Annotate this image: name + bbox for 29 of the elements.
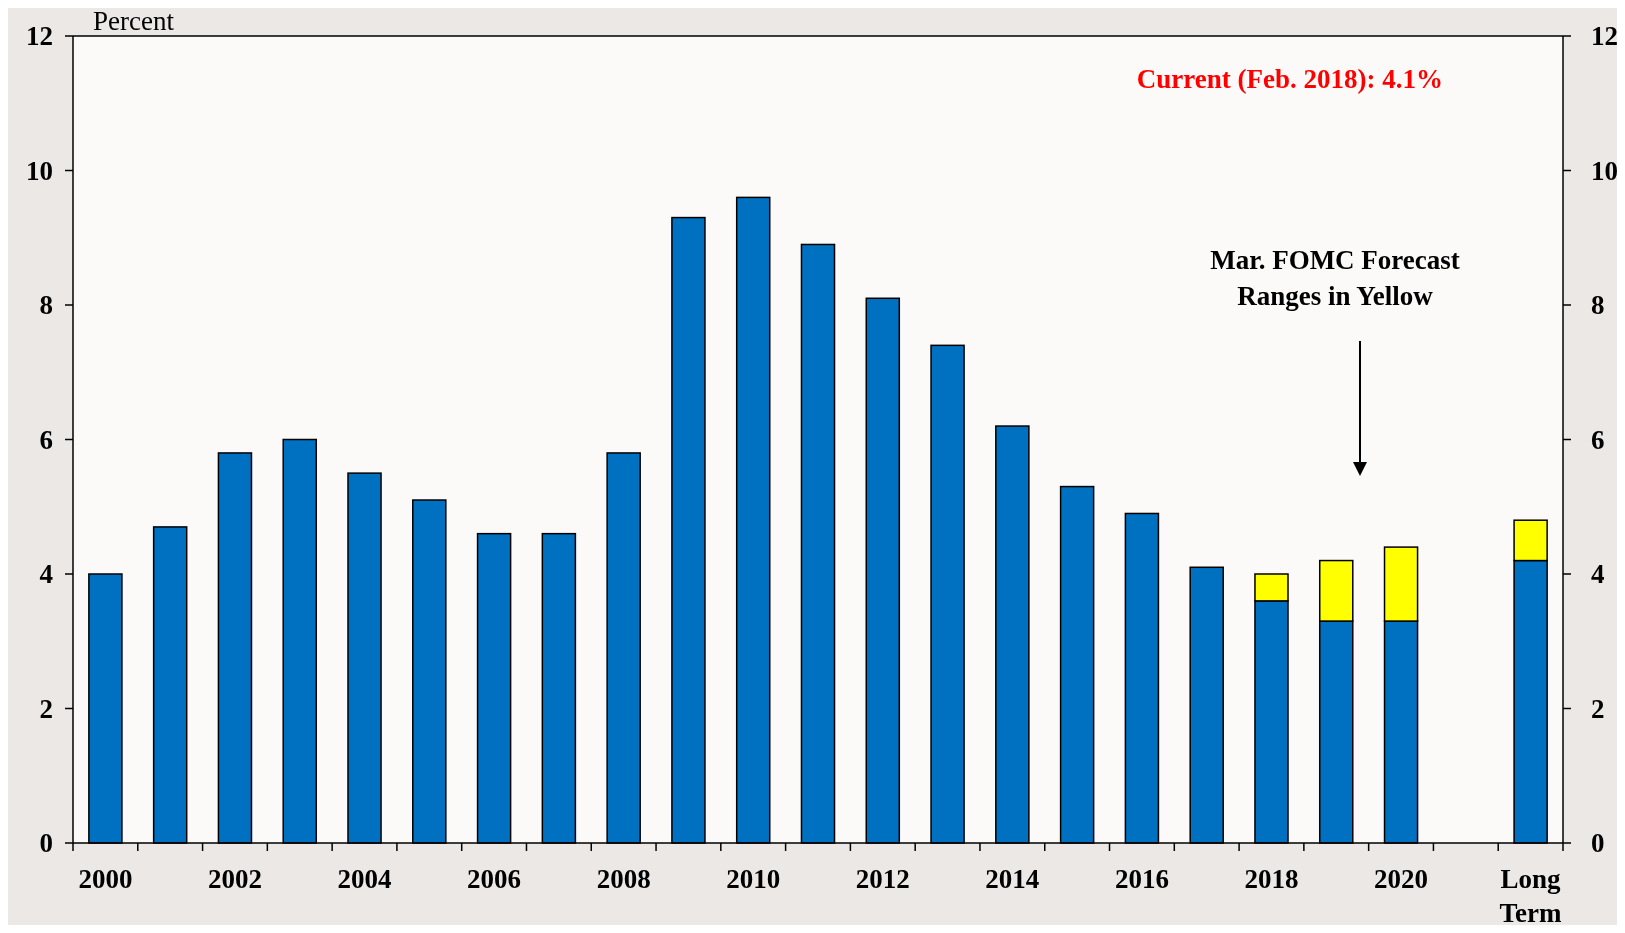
y-axis-title: Percent <box>93 6 175 36</box>
y2-tick-label: 4 <box>1591 559 1605 590</box>
y-tick-label: 4 <box>39 559 53 590</box>
x-tick-label: Long Term <box>1499 864 1563 928</box>
x-tick-label: 2000 <box>78 864 133 894</box>
x-tick-label: 2016 <box>1114 864 1169 894</box>
x-tick-label: 2002 <box>207 864 262 894</box>
y-tick-label: 6 <box>39 424 53 455</box>
y2-tick-label: 0 <box>1591 828 1605 859</box>
y2-tick-label: 12 <box>1591 21 1618 52</box>
y-tick-label: 2 <box>39 693 53 724</box>
y2-tick-label: 10 <box>1591 155 1618 186</box>
x-tick-label: 2014 <box>985 864 1040 894</box>
y-tick-label: 0 <box>39 828 53 859</box>
y2-tick-label: 6 <box>1591 424 1605 455</box>
x-tick-label: 2006 <box>467 864 522 894</box>
annotation: Mar. FOMC Forecast Ranges in Yellow <box>1210 245 1460 311</box>
y-tick-label: 12 <box>26 21 53 52</box>
y2-tick-label: 8 <box>1591 290 1605 321</box>
x-tick-label: 2004 <box>337 864 392 894</box>
y-tick-label: 10 <box>26 155 53 186</box>
x-tick-label: 2018 <box>1244 864 1299 894</box>
x-tick-label: 2020 <box>1374 864 1429 894</box>
y2-tick-label: 2 <box>1591 693 1605 724</box>
y-tick-label: 8 <box>39 290 53 321</box>
x-tick-label: 2010 <box>726 864 781 894</box>
x-tick-label: 2008 <box>596 864 651 894</box>
x-tick-label: 2012 <box>855 864 910 894</box>
annotation: Current (Feb. 2018): 4.1% <box>1136 64 1443 94</box>
